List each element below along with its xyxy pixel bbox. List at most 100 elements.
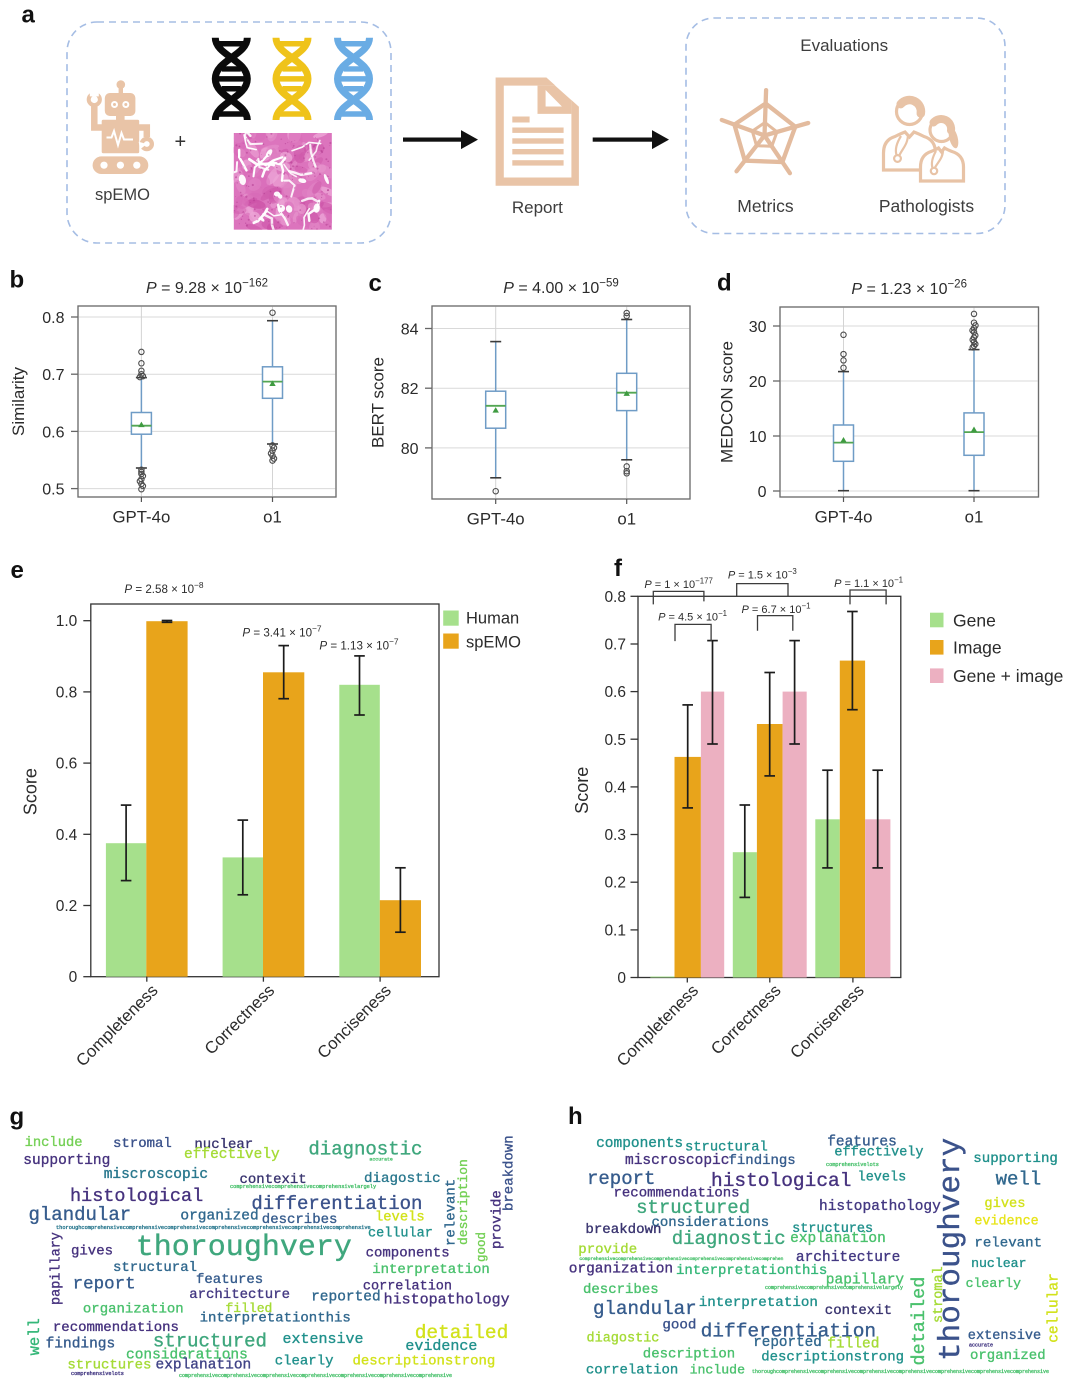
svg-text:Human: Human: [466, 609, 519, 627]
svg-text:describes: describes: [262, 1212, 338, 1228]
svg-text:breakdown: breakdown: [501, 1135, 517, 1211]
svg-text:h: h: [568, 1103, 583, 1130]
svg-text:c: c: [369, 270, 382, 297]
svg-text:0.1: 0.1: [604, 922, 626, 939]
svg-text:P = 9.28 × 10−162: P = 9.28 × 10−162: [146, 277, 268, 297]
svg-text:components: components: [366, 1246, 450, 1262]
svg-text:levels: levels: [375, 1210, 425, 1226]
svg-text:P = 4.5 × 10−1: P = 4.5 × 10−1: [658, 609, 727, 624]
svg-text:include: include: [690, 1363, 745, 1378]
svg-text:80: 80: [401, 441, 419, 458]
svg-text:histopathology: histopathology: [384, 1292, 510, 1309]
svg-text:0.5: 0.5: [42, 482, 64, 499]
svg-text:organized: organized: [180, 1208, 258, 1224]
svg-text:breakdown: breakdown: [585, 1222, 661, 1238]
svg-text:0.3: 0.3: [604, 827, 626, 844]
svg-text:effectively: effectively: [184, 1147, 280, 1163]
svg-text:spEMO: spEMO: [95, 186, 150, 204]
svg-text:Conciseness: Conciseness: [786, 981, 867, 1062]
svg-text:findings: findings: [729, 1153, 796, 1169]
svg-text:thoroughvery: thoroughvery: [136, 1231, 352, 1265]
svg-text:P = 1.13 × 10−7: P = 1.13 × 10−7: [319, 637, 399, 653]
svg-text:considerations: considerations: [652, 1215, 770, 1231]
svg-text:include: include: [25, 1135, 83, 1151]
svg-text:description: description: [643, 1347, 735, 1363]
svg-text:architecture: architecture: [189, 1287, 290, 1303]
svg-text:0.2: 0.2: [56, 898, 78, 915]
svg-text:report: report: [587, 1168, 655, 1190]
svg-text:stromal: stromal: [113, 1136, 172, 1152]
svg-text:comprehensivelots: comprehensivelots: [826, 1162, 879, 1168]
svg-text:+: +: [175, 131, 187, 153]
svg-text:structured: structured: [153, 1331, 267, 1353]
svg-text:MEDCON score: MEDCON score: [718, 341, 737, 463]
svg-text:P = 1 × 10−177: P = 1 × 10−177: [644, 576, 713, 591]
svg-text:interpretationthis: interpretationthis: [676, 1263, 827, 1279]
svg-text:structural: structural: [685, 1140, 768, 1156]
svg-text:comprehensivecomprehensivecomp: comprehensivecomprehensivecomprehensivec…: [179, 1373, 452, 1379]
svg-text:comprehensivecomprehensivecomp: comprehensivecomprehensivecomprehensivec…: [579, 1256, 783, 1262]
svg-text:organization: organization: [569, 1261, 673, 1277]
svg-text:P = 4.00 × 10−59: P = 4.00 × 10−59: [503, 277, 619, 297]
svg-text:contexit: contexit: [825, 1303, 892, 1319]
svg-text:GPT-4o: GPT-4o: [112, 508, 170, 527]
svg-text:well: well: [26, 1318, 44, 1355]
svg-text:provide: provide: [578, 1242, 637, 1258]
svg-text:o1: o1: [617, 510, 636, 529]
svg-text:structures: structures: [792, 1222, 873, 1237]
svg-text:detailed: detailed: [909, 1277, 930, 1366]
svg-text:gives: gives: [71, 1244, 113, 1260]
svg-text:filled: filled: [226, 1301, 273, 1316]
svg-text:P = 6.7 × 10−1: P = 6.7 × 10−1: [742, 601, 811, 616]
svg-text:good: good: [662, 1318, 696, 1334]
svg-text:relevant: relevant: [443, 1179, 459, 1246]
svg-text:thoroughvery: thoroughvery: [934, 1138, 969, 1361]
svg-text:Conciseness: Conciseness: [314, 981, 395, 1062]
svg-text:gives: gives: [984, 1197, 1025, 1212]
svg-text:Score: Score: [572, 767, 592, 814]
svg-text:Similarity: Similarity: [9, 367, 28, 436]
svg-text:stromal: stromal: [932, 1266, 947, 1323]
svg-text:findings: findings: [46, 1336, 116, 1352]
svg-text:structures: structures: [67, 1357, 151, 1373]
svg-text:spEMO: spEMO: [466, 634, 521, 652]
svg-text:Score: Score: [21, 768, 41, 815]
svg-text:d: d: [717, 270, 732, 297]
svg-text:recommendations: recommendations: [614, 1186, 740, 1202]
svg-text:histopathology: histopathology: [819, 1199, 941, 1215]
svg-text:Image: Image: [953, 638, 1002, 658]
svg-text:evidence: evidence: [974, 1214, 1038, 1229]
svg-text:structural: structural: [113, 1260, 197, 1276]
svg-text:P = 1.5 × 10−3: P = 1.5 × 10−3: [728, 567, 798, 582]
svg-text:accurate: accurate: [969, 1343, 993, 1349]
svg-text:nuclear: nuclear: [194, 1137, 253, 1153]
svg-text:P = 1.1 × 10−1: P = 1.1 × 10−1: [834, 575, 903, 590]
svg-text:20: 20: [749, 374, 767, 391]
svg-text:interpretation: interpretation: [372, 1262, 490, 1278]
svg-text:effectively: effectively: [834, 1146, 923, 1161]
svg-text:0: 0: [617, 970, 626, 987]
svg-text:explanation: explanation: [156, 1358, 252, 1374]
svg-text:well: well: [996, 1168, 1042, 1190]
svg-text:considerations: considerations: [126, 1348, 248, 1364]
svg-text:0: 0: [758, 484, 767, 501]
svg-text:Report: Report: [512, 198, 563, 217]
svg-text:84: 84: [401, 322, 419, 339]
svg-text:comprehensivecomprehensivecomp: comprehensivecomprehensivecomprehensivel…: [765, 1285, 903, 1291]
svg-text:descriptionstrong: descriptionstrong: [761, 1350, 904, 1366]
svg-text:comprehensivecomprehensivecomp: comprehensivecomprehensivecomprehensivel…: [230, 1184, 376, 1190]
svg-text:papillary: papillary: [50, 1232, 65, 1305]
svg-text:GPT-4o: GPT-4o: [467, 510, 525, 529]
svg-text:1.0: 1.0: [56, 613, 78, 630]
svg-text:clearly: clearly: [966, 1276, 1021, 1291]
svg-text:0.6: 0.6: [42, 424, 64, 441]
svg-text:BERT score: BERT score: [369, 357, 388, 448]
svg-text:comprehensivelots: comprehensivelots: [71, 1371, 124, 1377]
svg-text:miscroscopic: miscroscopic: [625, 1153, 729, 1169]
svg-text:extensive: extensive: [283, 1331, 364, 1348]
svg-text:differentiation: differentiation: [251, 1193, 422, 1215]
svg-text:0.4: 0.4: [604, 779, 626, 796]
svg-text:0.7: 0.7: [42, 367, 64, 384]
svg-text:Completeness: Completeness: [72, 981, 161, 1070]
svg-text:organization: organization: [83, 1302, 184, 1318]
